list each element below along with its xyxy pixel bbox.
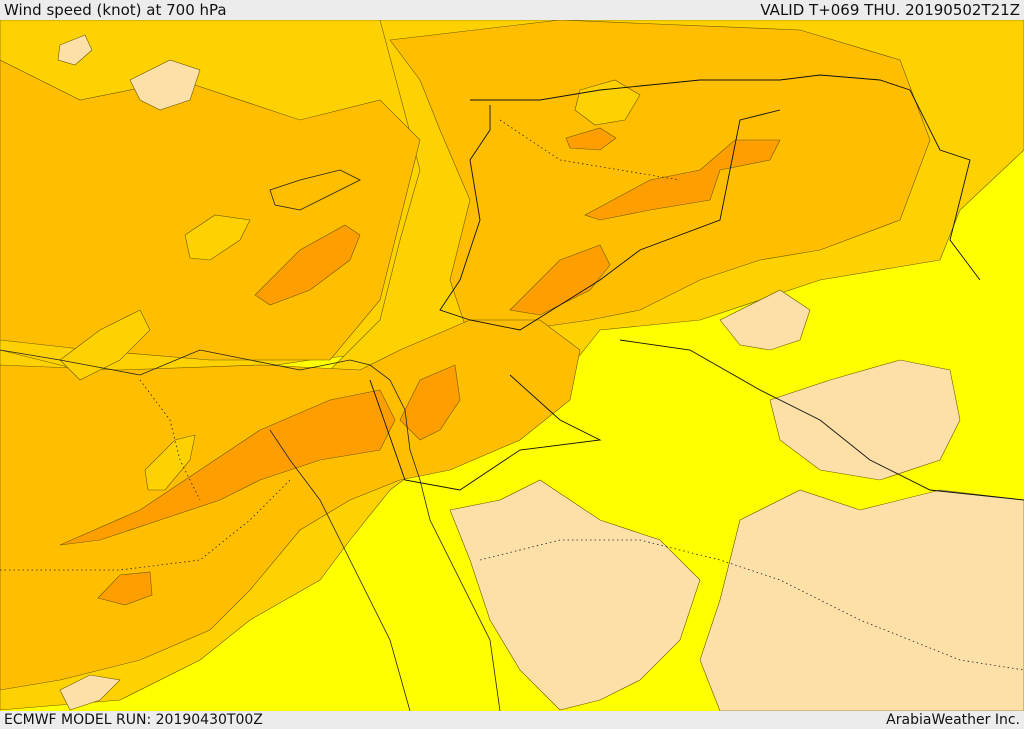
coastline-cyprus	[269, 169, 361, 211]
wind-band-high-7	[565, 127, 617, 151]
wind-band-low-7	[59, 674, 121, 711]
admin-line-4	[139, 379, 201, 501]
border-5	[909, 89, 981, 281]
wind-band-yellow-2	[184, 214, 251, 261]
border-4	[619, 339, 1024, 501]
coastline-red-sea	[269, 429, 411, 711]
wind-band-low-5	[129, 59, 201, 111]
wind-band-high-4	[509, 244, 611, 316]
wind-speed-map	[0, 20, 1024, 711]
wind-band-low-1	[719, 289, 811, 351]
wind-band-low-6	[57, 34, 93, 66]
wind-band-high-1	[254, 224, 361, 306]
wind-band-high-6	[97, 571, 153, 606]
wind-band-yellow-1	[59, 309, 151, 381]
wind-band-low-3	[449, 479, 701, 711]
header-bar: Wind speed (knot) at 700 hPa VALID T+069…	[0, 0, 1024, 20]
admin-line-2	[479, 539, 1024, 671]
wind-band-yellow-4	[144, 434, 196, 491]
footer-bar: ECMWF MODEL RUN: 20190430T00Z ArabiaWeat…	[0, 711, 1024, 729]
border-2	[439, 105, 781, 331]
wind-band-high-5	[584, 139, 781, 221]
coastline	[0, 349, 501, 711]
valid-time: VALID T+069 THU. 20190502T21Z	[760, 1, 1020, 19]
chart-title: Wind speed (knot) at 700 hPa	[4, 1, 227, 19]
model-run-label: ECMWF MODEL RUN: 20190430T00Z	[4, 712, 263, 728]
border-3	[369, 374, 602, 491]
wind-band-low-2	[769, 359, 961, 481]
wind-band-high-2	[59, 389, 396, 546]
border-1	[470, 74, 911, 101]
provider-label: ArabiaWeather Inc.	[886, 712, 1020, 728]
admin-line-3	[499, 119, 681, 181]
wind-band-high-3	[399, 364, 461, 441]
admin-line-1	[0, 479, 291, 571]
wind-band-low-4	[699, 489, 1024, 711]
